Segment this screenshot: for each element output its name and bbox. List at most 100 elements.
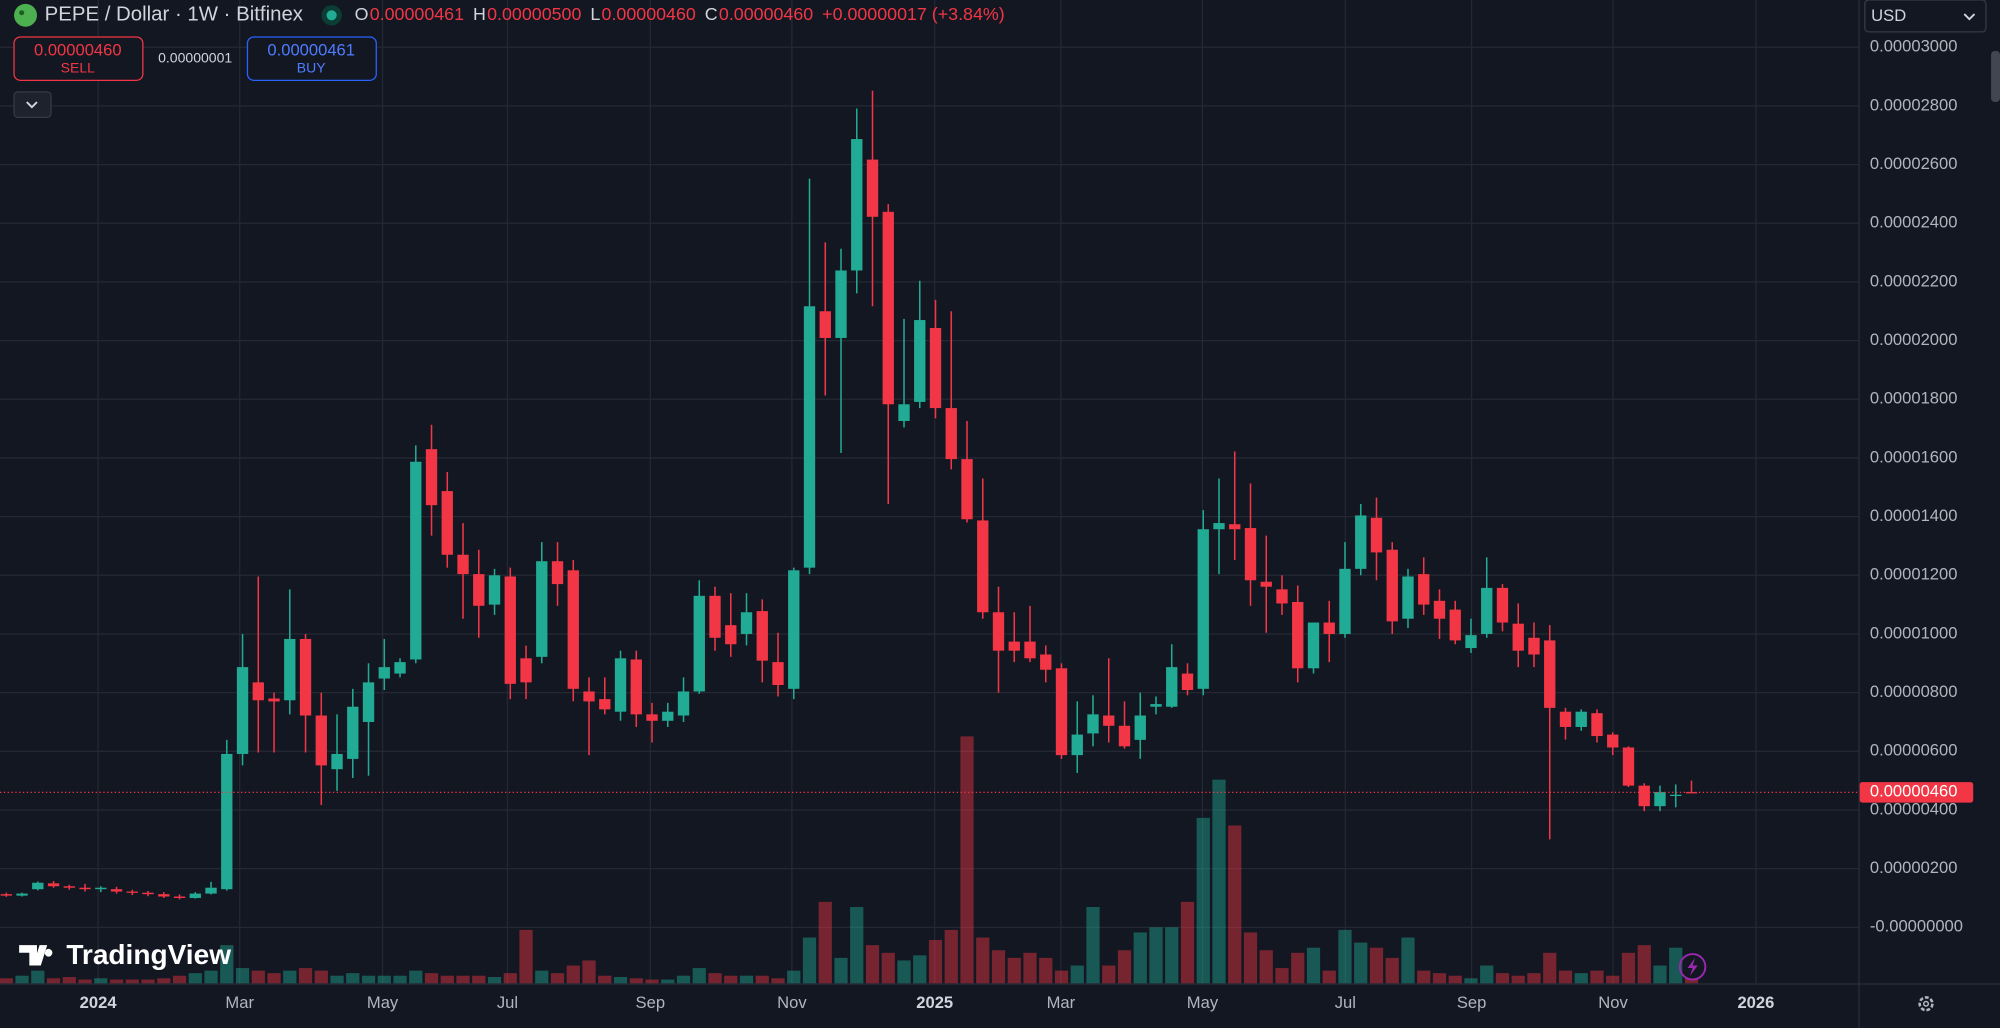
volume-bar [1385,957,1399,984]
volume-bar [1369,947,1384,984]
candle-body [362,682,375,722]
volume-bar [1417,970,1431,984]
candle-body [835,270,847,338]
volume-bar [724,975,738,984]
volume-bar [472,975,486,984]
scrollbar[interactable] [1991,51,2000,103]
sell-button[interactable] [13,36,144,81]
candle-body [1418,574,1430,605]
candle-body [1292,601,1304,669]
ohlc-label: H [473,4,486,24]
candle-body [47,883,60,887]
candle-body [1622,747,1635,786]
volume-bar [62,976,76,984]
candle-body [221,753,233,890]
candle-body [1654,792,1666,807]
volume-bar [1511,975,1525,984]
volume-bar [283,970,297,984]
volume-bar [1527,973,1541,984]
volume-bar [1086,906,1100,984]
collapse-button[interactable] [13,91,52,118]
volume-bar [15,975,29,984]
volume-bar [1007,957,1021,984]
candle-body [473,574,485,606]
candle-body [1355,515,1367,569]
volume-bar [440,975,454,984]
candle-body [252,682,264,701]
ohlc-value: 0.00000460 [602,4,696,24]
volume-bar [1590,970,1604,984]
volume-bar [550,973,565,984]
candle-body [457,554,469,575]
volume-bar [960,736,974,984]
ohlc-label: C [705,4,718,24]
volume-bar [1669,947,1683,984]
y-tick-label: 0.00000400 [1870,799,1958,818]
x-tick-label: Jul [1335,993,1356,1012]
volume-bar [141,979,155,984]
alert-button[interactable] [1678,953,1707,981]
sell-label: SELL [61,60,95,76]
candle-body [819,311,831,338]
volume-bar [1543,952,1557,984]
candle-body [1229,524,1241,530]
volume-bar [393,975,407,984]
candle-body [1370,517,1383,553]
volume-bar [487,976,502,984]
ohlc-value: 0.00000461 [370,4,464,24]
x-tick-label: May [1187,993,1219,1012]
candle-body [63,886,75,888]
x-tick-label: 2024 [80,993,118,1012]
x-tick-label: 2025 [916,993,953,1012]
candle-body [284,638,296,701]
volume-bar [346,973,360,984]
logo-text[interactable]: TradingView [66,939,231,970]
volume-bar [78,979,92,984]
volume-bar [582,960,596,984]
volume-bar [676,975,691,984]
candle-body [1040,654,1052,670]
candle-body [394,662,406,674]
candle-body [378,667,390,679]
candle-body [1575,711,1587,727]
volume-bar [298,968,313,984]
candle-body [126,891,138,893]
volume-bar [1637,945,1651,984]
volume-bar [157,978,171,984]
volume-bar [94,978,108,984]
candle-body [677,691,690,716]
buy-button[interactable] [246,36,377,81]
ohlc-value: 0.00000460 [719,4,813,24]
candle-body [961,459,973,520]
candle-body [1512,623,1524,651]
symbol-title[interactable]: PEPE / Dollar · 1W · Bitfinex [45,4,303,26]
candle-body [158,894,170,897]
candle-body [347,706,359,759]
volume-bar [1401,937,1415,984]
candle-body [1559,711,1572,727]
volume-bar [1606,975,1620,984]
candle-body [142,892,154,895]
candle-body [1496,587,1509,623]
volume-bar [1243,932,1258,984]
volume-bar [1023,952,1037,984]
volume-bar [1621,952,1636,984]
volume-bar [613,976,628,984]
volume-bar [1117,950,1132,984]
volume-bar [897,960,911,984]
x-tick-label: Mar [225,993,254,1012]
x-tick-label: Nov [1598,993,1628,1012]
y-tick-label: 0.00000800 [1870,682,1958,701]
candle-body [331,753,343,770]
candle-body [1166,667,1178,707]
candle-body [504,576,516,684]
y-tick-label: 0.00001000 [1870,623,1958,642]
candle-body [110,889,123,892]
currency-select[interactable] [1864,0,1987,33]
volume-bar [1354,942,1368,984]
candle-body [1134,715,1146,740]
volume-bar [834,957,848,984]
settings-icon[interactable] [1918,996,1934,1012]
